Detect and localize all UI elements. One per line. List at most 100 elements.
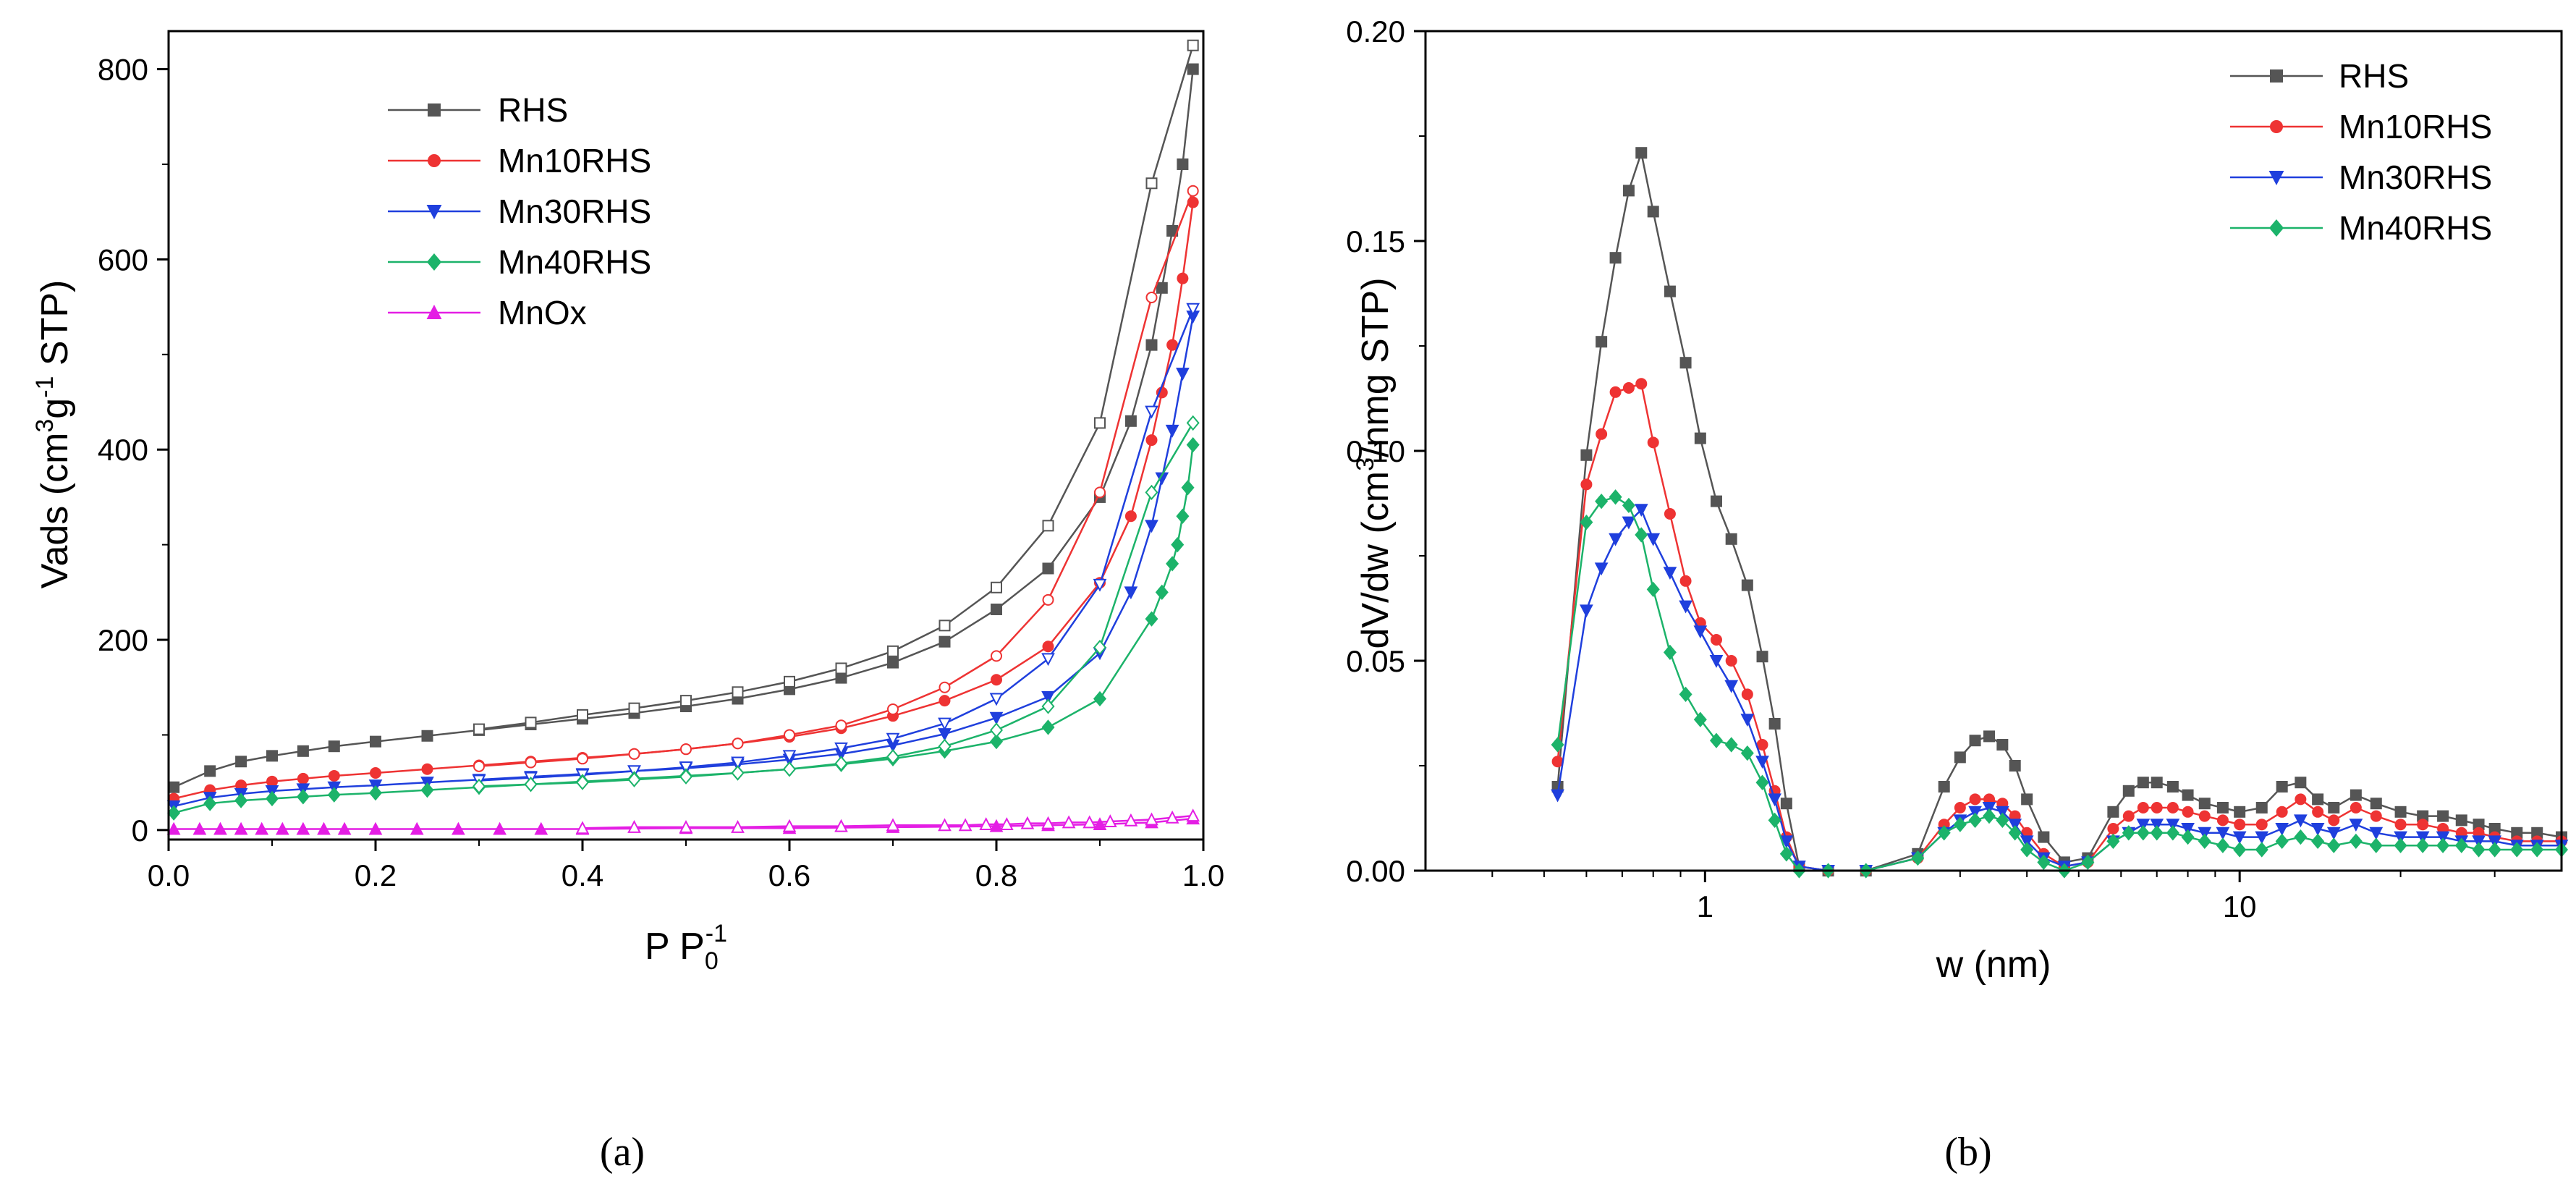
data-point-Mn30RHS bbox=[2472, 835, 2486, 849]
data-point-Mn30RHS bbox=[1995, 806, 2009, 819]
data-point-Mn10RHS bbox=[1145, 434, 1158, 447]
data-point-Mn40RHS bbox=[1155, 584, 1169, 600]
data-point-desorption-Mn30RHS bbox=[1145, 405, 1158, 419]
data-point-desorption-Mn40RHS bbox=[524, 777, 538, 792]
panel-label-a: (a) bbox=[599, 1130, 645, 1175]
data-point-Mn40RHS bbox=[1646, 581, 1660, 598]
data-point-Mn40RHS bbox=[2472, 842, 2486, 858]
data-point-Mn40RHS bbox=[1982, 808, 1996, 824]
data-point-Mn30RHS bbox=[2150, 819, 2164, 832]
series-line-RHS bbox=[1556, 149, 2562, 872]
data-point-Mn30RHS bbox=[1755, 756, 1769, 769]
panel-label-b: (b) bbox=[1944, 1130, 1992, 1175]
data-point-Mn10RHS bbox=[1954, 802, 1966, 813]
data-point-desorption-RHS bbox=[525, 717, 537, 729]
data-point-MnOx bbox=[337, 821, 352, 835]
data-point-Mn10RHS bbox=[1679, 575, 1692, 587]
data-point-Mn30RHS bbox=[1724, 680, 1739, 693]
data-point-Mn30RHS bbox=[2198, 827, 2212, 840]
data-point-desorption-RHS bbox=[1145, 177, 1158, 190]
data-point-Mn30RHS bbox=[1968, 806, 1982, 819]
data-point-Mn10RHS bbox=[2394, 819, 2407, 831]
data-point-MnOx bbox=[317, 821, 331, 835]
data-point-Mn40RHS bbox=[1171, 536, 1185, 553]
data-point-desorption-MnOx bbox=[886, 818, 900, 832]
data-point-Mn40RHS bbox=[1693, 711, 1707, 727]
data-point-RHS bbox=[266, 750, 278, 762]
data-point-RHS bbox=[2198, 798, 2211, 810]
data-point-Mn30RHS bbox=[2166, 819, 2180, 832]
data-point-desorption-Mn40RHS bbox=[575, 774, 590, 790]
data-point-desorption-MnOx bbox=[627, 820, 641, 833]
data-point-Mn10RHS bbox=[2234, 819, 2246, 831]
x-tick-label-a: 0.8 bbox=[975, 858, 1017, 892]
x-tick-label-b: 10 bbox=[2223, 889, 2257, 923]
data-point-RHS bbox=[1187, 63, 1199, 75]
data-point-RHS bbox=[2455, 814, 2467, 827]
x-axis-label-a: P P0-1 bbox=[645, 920, 727, 975]
data-point-Mn40RHS bbox=[1145, 611, 1158, 627]
data-point-RHS bbox=[370, 735, 381, 748]
data-point-Mn40RHS bbox=[2181, 829, 2195, 845]
data-point-Mn40RHS bbox=[420, 782, 434, 798]
data-point-Mn40RHS bbox=[327, 787, 341, 803]
data-point-Mn30RHS bbox=[1779, 835, 1794, 849]
data-point-Mn30RHS bbox=[1663, 567, 1677, 580]
x-tick-label-a: 0.6 bbox=[768, 858, 810, 892]
data-point-Mn10RHS bbox=[1969, 793, 1981, 806]
data-point-RHS bbox=[204, 765, 216, 777]
data-point-Mn10RHS bbox=[2417, 819, 2429, 831]
data-point-RHS bbox=[2394, 806, 2407, 818]
data-point-Mn40RHS bbox=[2454, 837, 2468, 853]
y-tick-label-a: 800 bbox=[98, 53, 148, 87]
data-point-Mn40RHS bbox=[167, 805, 181, 821]
data-point-RHS bbox=[2312, 793, 2324, 806]
data-point-Mn40RHS bbox=[2081, 854, 2095, 871]
data-point-RHS bbox=[1694, 432, 1706, 444]
data-point-Mn40RHS bbox=[2106, 833, 2120, 850]
data-point-MnOx bbox=[192, 821, 207, 835]
data-point-desorption-MnOx bbox=[834, 819, 848, 832]
data-point-MnOx bbox=[452, 821, 465, 835]
data-point-Mn40RHS bbox=[1635, 527, 1648, 543]
y-tick-label-b: 0.10 bbox=[1346, 434, 1405, 468]
data-point-Mn40RHS bbox=[1740, 745, 1754, 761]
data-point-Mn40RHS bbox=[1937, 825, 1951, 841]
data-point-Mn10RHS bbox=[1647, 436, 1659, 449]
data-point-Mn10RHS bbox=[2255, 819, 2268, 831]
data-point-Mn40RHS bbox=[2166, 825, 2179, 841]
data-point-Mn30RHS bbox=[1145, 520, 1158, 533]
data-point-Mn10RHS bbox=[2107, 823, 2119, 834]
data-point-Mn10RHS bbox=[297, 772, 309, 785]
data-point-desorption-RHS bbox=[473, 723, 485, 735]
data-point-RHS bbox=[2255, 802, 2268, 813]
data-point-RHS bbox=[1768, 718, 1781, 730]
data-point-MnOx bbox=[255, 821, 269, 835]
data-point-Mn30RHS bbox=[1982, 802, 1996, 815]
data-point-Mn40RHS bbox=[1580, 514, 1593, 531]
data-point-Mn40RHS bbox=[2416, 837, 2430, 853]
data-point-Mn30RHS bbox=[2181, 823, 2195, 836]
data-point-Mn40RHS bbox=[1595, 493, 1609, 510]
data-point-Mn40RHS bbox=[2136, 825, 2150, 841]
data-point-desorption-Mn10RHS bbox=[991, 650, 1002, 662]
data-point-Mn10RHS bbox=[1042, 641, 1054, 653]
data-point-desorption-Mn30RHS bbox=[679, 761, 693, 774]
data-point-Mn30RHS bbox=[2394, 831, 2407, 845]
data-point-Mn30RHS bbox=[2415, 831, 2430, 845]
legend-marker-RHS bbox=[428, 103, 441, 117]
data-point-desorption-MnOx bbox=[938, 818, 952, 832]
data-point-Mn40RHS bbox=[1181, 480, 1195, 496]
data-point-Mn30RHS bbox=[1768, 793, 1781, 807]
data-point-MnOx bbox=[1093, 817, 1107, 830]
legend-label-Mn10RHS: Mn10RHS bbox=[2339, 108, 2492, 145]
data-point-MnOx bbox=[166, 821, 181, 835]
data-point-RHS bbox=[991, 603, 1002, 615]
data-point-RHS bbox=[1725, 533, 1737, 545]
series-line-Mn10RHS bbox=[1556, 382, 2562, 872]
data-point-desorption-RHS bbox=[577, 709, 588, 721]
data-point-Mn30RHS bbox=[2436, 831, 2450, 845]
legend-marker-RHS bbox=[2270, 69, 2283, 83]
data-point-Mn10RHS bbox=[1609, 386, 1622, 398]
data-point-Mn30RHS bbox=[1609, 533, 1622, 546]
